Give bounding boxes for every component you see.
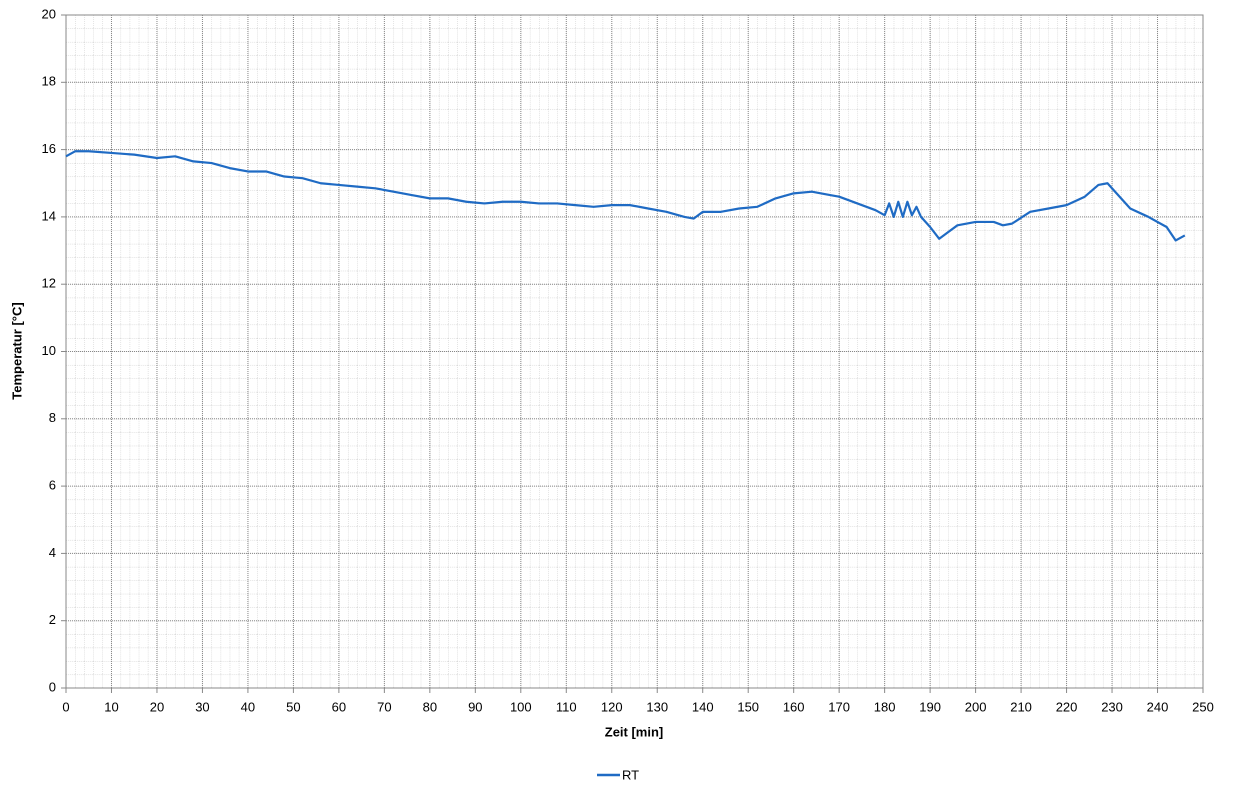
y-axis-title: Temperatur [°C] [9, 302, 24, 399]
x-tick-label: 150 [737, 699, 759, 714]
x-tick-label: 90 [468, 699, 482, 714]
x-tick-label: 250 [1192, 699, 1214, 714]
x-tick-label: 130 [646, 699, 668, 714]
legend-label: RT [622, 767, 639, 782]
x-tick-label: 140 [692, 699, 714, 714]
y-tick-label: 0 [49, 679, 56, 694]
x-tick-label: 50 [286, 699, 300, 714]
x-tick-label: 180 [874, 699, 896, 714]
x-tick-label: 110 [556, 699, 577, 714]
x-tick-label: 20 [150, 699, 164, 714]
x-tick-label: 70 [377, 699, 391, 714]
x-tick-label: 80 [423, 699, 437, 714]
x-axis-title: Zeit [min] [605, 724, 664, 739]
y-tick-label: 10 [42, 343, 56, 358]
data-line [65, 150, 1186, 242]
x-tick-label: 240 [1147, 699, 1169, 714]
x-tick-label: 100 [510, 699, 532, 714]
y-tick-label: 20 [42, 6, 56, 21]
x-tick-label: 10 [104, 699, 118, 714]
y-tick-label: 2 [49, 612, 56, 627]
x-tick-label: 120 [601, 699, 623, 714]
y-tick-label: 14 [42, 208, 56, 223]
x-tick-label: 40 [241, 699, 255, 714]
x-tick-label: 60 [332, 699, 346, 714]
y-tick-label: 12 [42, 276, 56, 291]
plot-border [65, 14, 1204, 689]
x-tick-label: 230 [1101, 699, 1123, 714]
x-tick-label: 200 [965, 699, 987, 714]
x-tick-label: 190 [919, 699, 941, 714]
x-tick-label: 30 [195, 699, 209, 714]
x-tick-label: 210 [1010, 699, 1032, 714]
x-tick-label: 170 [828, 699, 850, 714]
y-tick-label: 8 [49, 410, 56, 425]
x-tick-label: 220 [1056, 699, 1078, 714]
y-tick-label: 4 [49, 545, 56, 560]
x-tick-label: 0 [62, 699, 69, 714]
y-tick-label: 6 [49, 478, 56, 493]
y-tick-label: 18 [42, 74, 56, 89]
y-tick-label: 16 [42, 141, 56, 156]
x-tick-label: 160 [783, 699, 805, 714]
